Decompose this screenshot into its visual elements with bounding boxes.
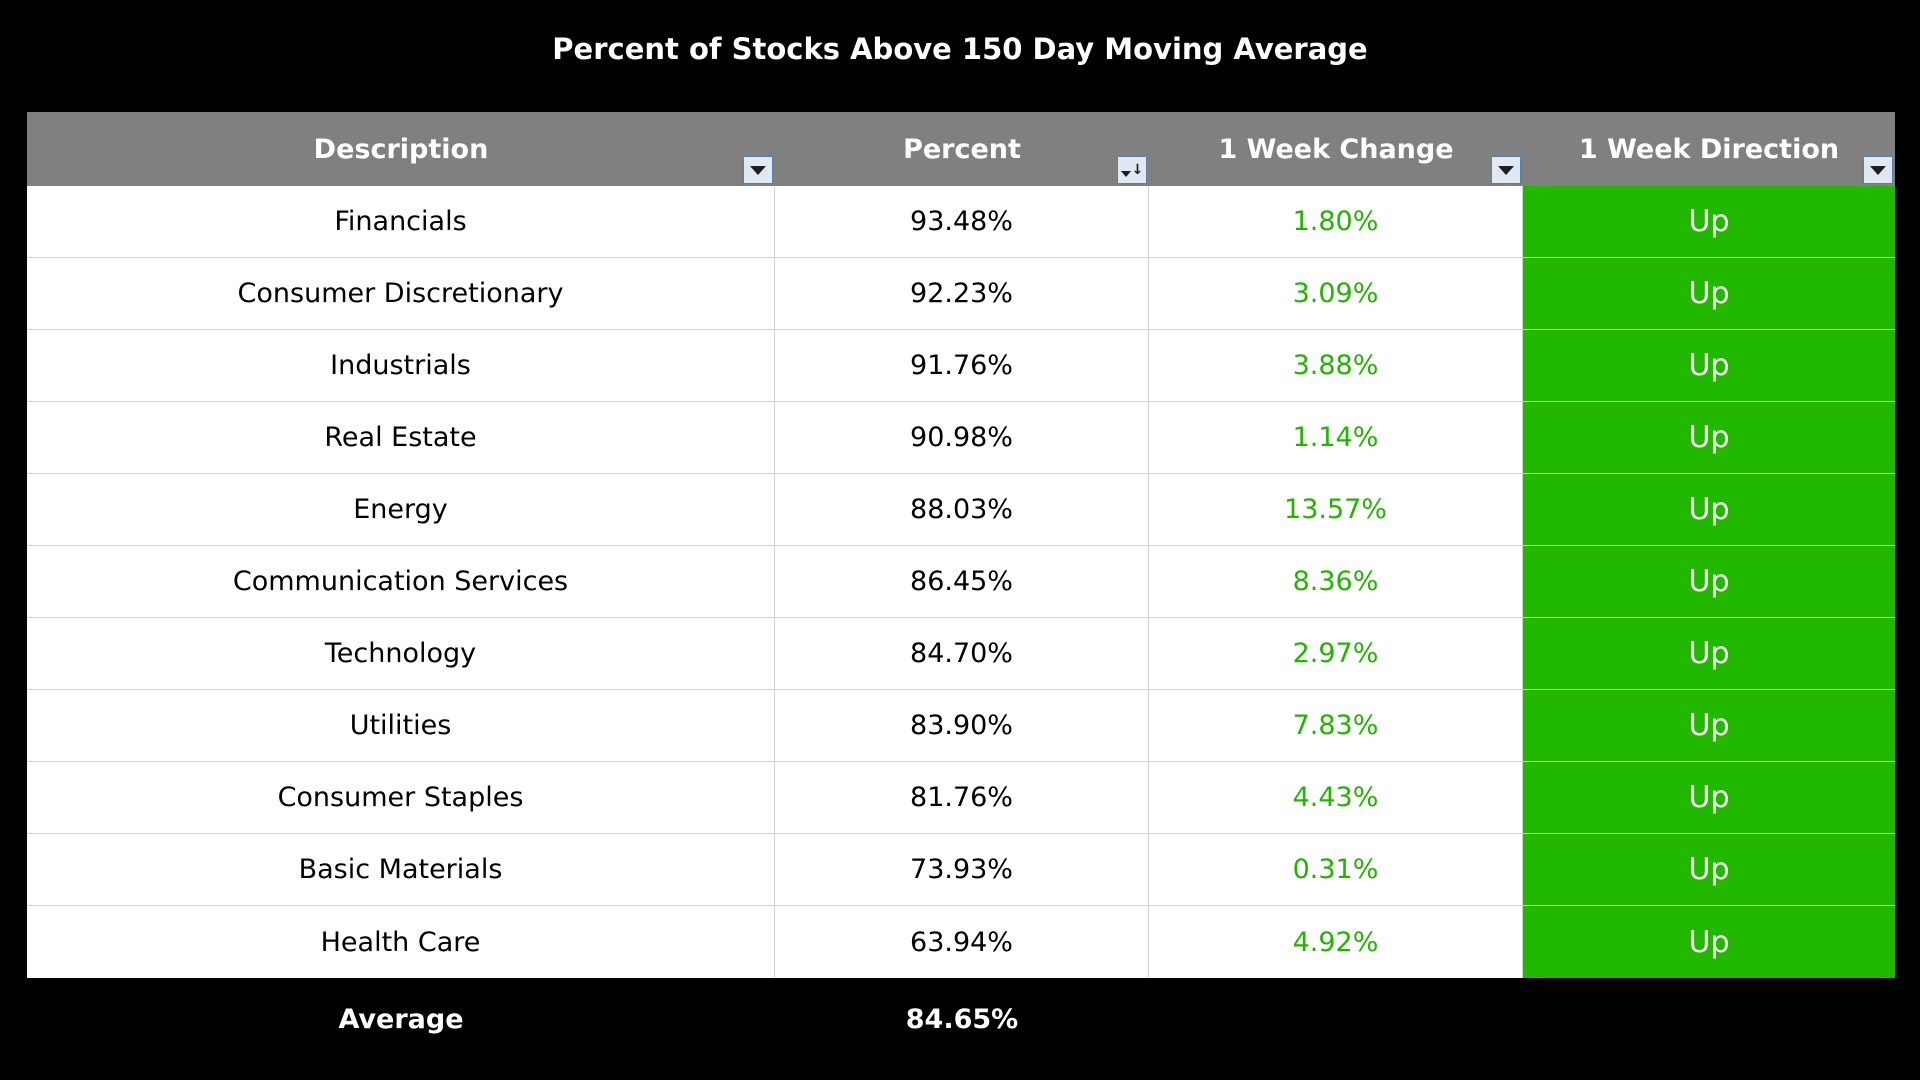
week-direction-cell: Up bbox=[1523, 546, 1895, 617]
table-row: Real Estate 90.98% 1.14% Up bbox=[27, 402, 1895, 474]
description-cell: Real Estate bbox=[27, 402, 775, 473]
table-title: Percent of Stocks Above 150 Day Moving A… bbox=[552, 32, 1368, 66]
week-direction-cell: Up bbox=[1523, 186, 1895, 257]
table-row: Technology 84.70% 2.97% Up bbox=[27, 618, 1895, 690]
percent-cell: 83.90% bbox=[775, 690, 1149, 761]
description-cell: Communication Services bbox=[27, 546, 775, 617]
week-direction-cell: Up bbox=[1523, 834, 1895, 905]
week-change-cell: 7.83% bbox=[1149, 690, 1523, 761]
week-change-cell: 1.14% bbox=[1149, 402, 1523, 473]
week-change-cell: 8.36% bbox=[1149, 546, 1523, 617]
week-change-cell: 4.92% bbox=[1149, 906, 1523, 978]
description-cell: Consumer Discretionary bbox=[27, 258, 775, 329]
week-change-cell: 3.09% bbox=[1149, 258, 1523, 329]
header-description-label: Description bbox=[313, 133, 489, 165]
week-direction-cell: Up bbox=[1523, 402, 1895, 473]
footer-empty-cell bbox=[1149, 978, 1523, 1060]
header-week-change-label: 1 Week Change bbox=[1218, 133, 1454, 165]
description-cell: Consumer Staples bbox=[27, 762, 775, 833]
week-change-cell: 13.57% bbox=[1149, 474, 1523, 545]
week-direction-cell: Up bbox=[1523, 258, 1895, 329]
description-cell: Technology bbox=[27, 618, 775, 689]
week-change-cell: 3.88% bbox=[1149, 330, 1523, 401]
table-row: Industrials 91.76% 3.88% Up bbox=[27, 330, 1895, 402]
description-cell: Industrials bbox=[27, 330, 775, 401]
percent-cell: 73.93% bbox=[775, 834, 1149, 905]
percent-cell: 88.03% bbox=[775, 474, 1149, 545]
week-direction-cell: Up bbox=[1523, 618, 1895, 689]
description-cell: Utilities bbox=[27, 690, 775, 761]
header-week-change: 1 Week Change bbox=[1149, 112, 1523, 186]
week-change-cell: 2.97% bbox=[1149, 618, 1523, 689]
table-row: Financials 93.48% 1.80% Up bbox=[27, 186, 1895, 258]
percent-cell: 93.48% bbox=[775, 186, 1149, 257]
header-description: Description bbox=[27, 112, 775, 186]
table-row: Utilities 83.90% 7.83% Up bbox=[27, 690, 1895, 762]
week-direction-cell: Up bbox=[1523, 906, 1895, 978]
week-direction-cell: Up bbox=[1523, 330, 1895, 401]
sort-descending-icon: ↓ bbox=[1120, 163, 1143, 177]
description-cell: Health Care bbox=[27, 906, 775, 978]
table-row: Basic Materials 73.93% 0.31% Up bbox=[27, 834, 1895, 906]
percent-cell: 92.23% bbox=[775, 258, 1149, 329]
table-body: Financials 93.48% 1.80% Up Consumer Disc… bbox=[27, 186, 1895, 978]
percent-cell: 84.70% bbox=[775, 618, 1149, 689]
percent-cell: 63.94% bbox=[775, 906, 1149, 978]
percent-cell: 90.98% bbox=[775, 402, 1149, 473]
percent-cell: 91.76% bbox=[775, 330, 1149, 401]
percent-cell: 81.76% bbox=[775, 762, 1149, 833]
table-row: Communication Services 86.45% 8.36% Up bbox=[27, 546, 1895, 618]
table-row: Consumer Discretionary 92.23% 3.09% Up bbox=[27, 258, 1895, 330]
description-cell: Financials bbox=[27, 186, 775, 257]
week-change-cell: 4.43% bbox=[1149, 762, 1523, 833]
dropdown-arrow-icon bbox=[750, 165, 766, 175]
header-percent: Percent ↓ bbox=[775, 112, 1149, 186]
dropdown-arrow-icon bbox=[1870, 165, 1886, 175]
table-row: Consumer Staples 81.76% 4.43% Up bbox=[27, 762, 1895, 834]
week-direction-filter-button[interactable] bbox=[1863, 156, 1893, 184]
header-week-direction: 1 Week Direction bbox=[1523, 112, 1895, 186]
percent-sort-filter-button[interactable]: ↓ bbox=[1117, 156, 1147, 184]
week-direction-cell: Up bbox=[1523, 762, 1895, 833]
table-row: Energy 88.03% 13.57% Up bbox=[27, 474, 1895, 546]
footer-empty-cell bbox=[1523, 978, 1895, 1060]
data-table: Description Percent ↓ 1 Week Change bbox=[27, 112, 1895, 1060]
average-percent: 84.65% bbox=[905, 1003, 1019, 1035]
week-change-filter-button[interactable] bbox=[1491, 156, 1521, 184]
header-week-direction-label: 1 Week Direction bbox=[1578, 133, 1840, 165]
description-cell: Energy bbox=[27, 474, 775, 545]
dropdown-arrow-icon bbox=[1498, 165, 1514, 175]
week-direction-cell: Up bbox=[1523, 474, 1895, 545]
table-header: Description Percent ↓ 1 Week Change bbox=[27, 112, 1895, 186]
table-footer: Average 84.65% bbox=[27, 978, 1895, 1060]
average-label: Average bbox=[338, 1003, 464, 1035]
week-direction-cell: Up bbox=[1523, 690, 1895, 761]
table-row: Health Care 63.94% 4.92% Up bbox=[27, 906, 1895, 978]
week-change-cell: 1.80% bbox=[1149, 186, 1523, 257]
description-cell: Basic Materials bbox=[27, 834, 775, 905]
header-percent-label: Percent bbox=[903, 133, 1021, 165]
week-change-cell: 0.31% bbox=[1149, 834, 1523, 905]
percent-cell: 86.45% bbox=[775, 546, 1149, 617]
description-filter-button[interactable] bbox=[743, 156, 773, 184]
